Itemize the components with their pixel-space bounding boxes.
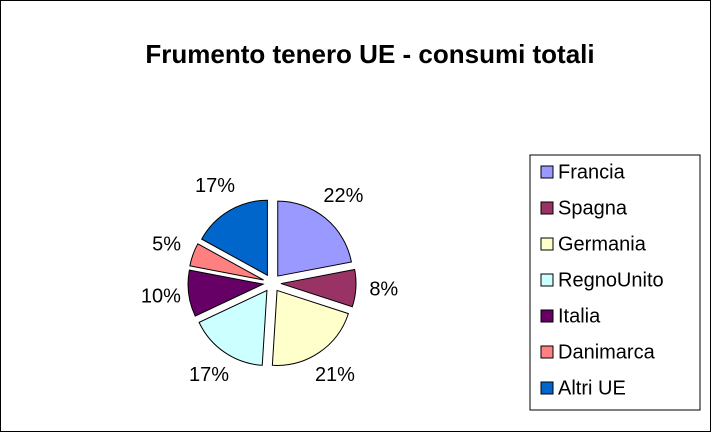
data-label: 17%	[189, 364, 229, 386]
legend-label: Altri UE	[558, 377, 626, 399]
legend-label: Spagna	[558, 197, 628, 219]
legend-swatch	[540, 237, 554, 251]
legend-label: Italia	[558, 305, 601, 327]
legend-swatch	[540, 165, 554, 179]
legend-swatch	[540, 201, 554, 215]
pie-slice	[277, 200, 352, 277]
legend-swatch	[540, 273, 554, 287]
pie-slice	[198, 289, 268, 366]
legend-box	[529, 154, 701, 411]
data-label: 5%	[152, 233, 181, 255]
data-label: 8%	[369, 278, 398, 300]
legend-label: Germania	[558, 233, 647, 255]
data-label: 22%	[323, 185, 363, 207]
pie-slice	[271, 289, 350, 366]
pie-slice	[280, 268, 357, 308]
legend-swatch	[540, 381, 554, 395]
chart-title: Frumento tenero UE - consumi totali	[145, 39, 595, 69]
pie-slice	[187, 269, 265, 317]
pie-slice	[189, 243, 264, 281]
legend-swatch	[540, 345, 554, 359]
legend-swatch	[540, 309, 554, 323]
legend-label: RegnoUnito	[558, 269, 664, 291]
data-label: 17%	[195, 175, 235, 197]
pie-slice	[201, 199, 268, 277]
data-label: 10%	[141, 285, 181, 307]
data-label: 21%	[315, 364, 355, 386]
legend-label: Danimarca	[558, 341, 656, 363]
legend-label: Francia	[558, 161, 626, 183]
